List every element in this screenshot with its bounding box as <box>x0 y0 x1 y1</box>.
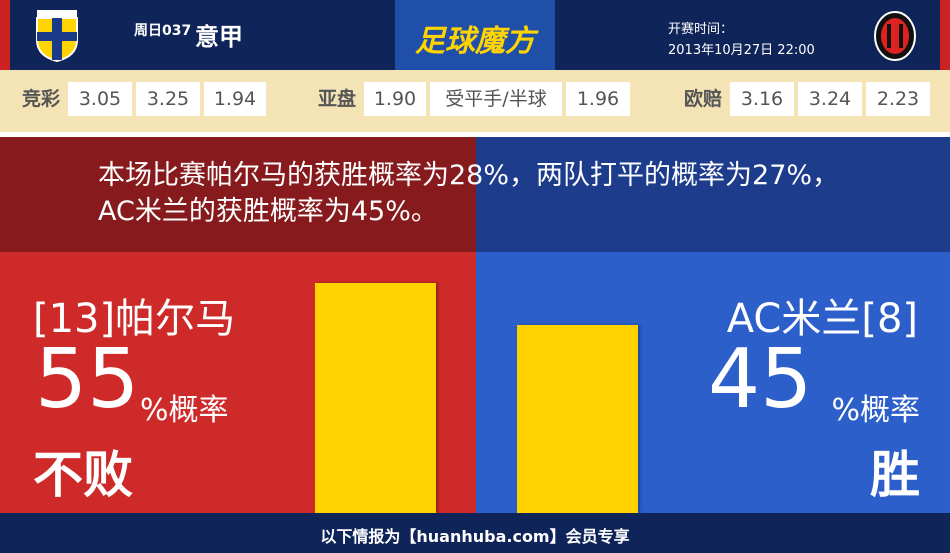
footer: 以下情报为【huanhuba.com】会员专享 <box>320 527 630 546</box>
summary-bg-right <box>476 137 950 252</box>
brand: 足球魔方 <box>415 24 535 59</box>
away-team: AC米兰[8] <box>726 296 918 342</box>
home-percent: 55 <box>35 332 140 427</box>
bar <box>517 324 638 513</box>
home-logo <box>36 10 78 62</box>
odds-value: 1.94 <box>204 82 266 116</box>
odds-value: 2.23 <box>866 82 930 116</box>
odds-label: 亚盘 <box>318 88 357 110</box>
match-no: 周日037 <box>134 23 192 39</box>
odds-label: 竞彩 <box>22 88 61 110</box>
home-unit: %概率 <box>140 393 229 428</box>
kickoff-time: 2013年10月27日 22:00 <box>668 43 815 58</box>
odds-value: 3.16 <box>730 82 794 116</box>
home-team: [13]帕尔马 <box>33 296 236 342</box>
kickoff-label: 开赛时间： <box>668 22 734 37</box>
odds-value: 3.24 <box>798 82 862 116</box>
bar <box>315 283 436 513</box>
summary-bg-left <box>0 137 476 252</box>
odds-value: 3.25 <box>136 82 200 116</box>
stripe <box>0 0 10 70</box>
away-logo <box>874 11 916 61</box>
odds-value: 1.96 <box>566 82 630 116</box>
summary: 本场比赛帕尔马的获胜概率为28%，两队打平的概率为27%，AC米兰的获胜概率为4… <box>98 160 840 227</box>
away-percent: 45 <box>708 332 813 427</box>
stripe <box>940 0 950 70</box>
odds-value: 3.05 <box>68 82 132 116</box>
brand-block <box>395 0 555 70</box>
odds-label: 欧赔 <box>684 88 723 110</box>
footer-bar <box>0 513 950 553</box>
odds-value: 受平手/半球 <box>430 82 562 116</box>
home-outcome: 不败 <box>33 446 133 504</box>
odds-value: 1.90 <box>364 82 426 116</box>
league: 意甲 <box>195 23 243 51</box>
away-unit: %概率 <box>831 393 920 428</box>
away-outcome: 胜 <box>870 446 920 504</box>
